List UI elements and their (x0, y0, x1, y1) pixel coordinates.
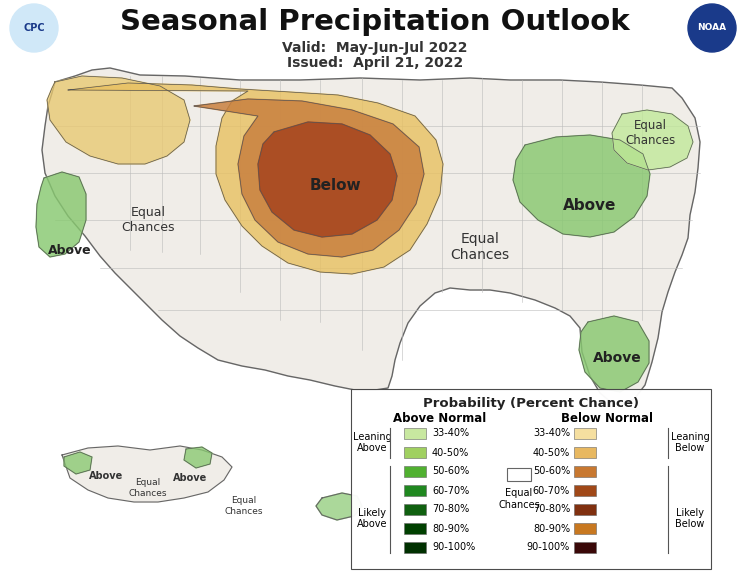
Text: 40-50%: 40-50% (432, 448, 470, 458)
Text: 60-70%: 60-70% (432, 485, 470, 495)
Polygon shape (64, 452, 92, 474)
Text: 70-80%: 70-80% (432, 505, 470, 514)
Text: Likely
Below: Likely Below (675, 508, 705, 530)
Text: 90-100%: 90-100% (526, 542, 570, 553)
Text: 60-70%: 60-70% (532, 485, 570, 495)
Text: Above: Above (592, 351, 641, 365)
Bar (404, 523, 426, 534)
Text: Above: Above (172, 473, 207, 483)
Polygon shape (258, 122, 397, 237)
Text: Above: Above (48, 244, 92, 256)
Text: NOAA: NOAA (698, 24, 727, 32)
Text: Above: Above (563, 198, 616, 212)
Text: 33-40%: 33-40% (432, 429, 470, 438)
Text: Equal
Chances: Equal Chances (498, 488, 540, 510)
Polygon shape (579, 316, 649, 392)
Polygon shape (47, 76, 190, 164)
Bar (574, 447, 596, 458)
Polygon shape (513, 135, 650, 237)
Text: 40-50%: 40-50% (532, 448, 570, 458)
Text: 80-90%: 80-90% (532, 524, 570, 534)
Text: Equal
Chances: Equal Chances (122, 206, 175, 234)
Circle shape (688, 4, 736, 52)
Circle shape (10, 4, 58, 52)
Text: Equal
Chances: Equal Chances (129, 478, 167, 498)
Text: Below Normal: Below Normal (561, 411, 653, 425)
Text: 50-60%: 50-60% (532, 466, 570, 477)
Polygon shape (316, 493, 362, 520)
Polygon shape (42, 68, 700, 406)
Bar (404, 504, 426, 515)
Text: Probability (Percent Chance): Probability (Percent Chance) (423, 397, 639, 411)
Text: Likely
Above: Likely Above (357, 508, 387, 530)
Bar (404, 428, 426, 439)
Text: Above: Above (88, 471, 123, 481)
Bar (574, 542, 596, 553)
Bar (574, 523, 596, 534)
Text: Equal
Chances: Equal Chances (625, 119, 675, 147)
Polygon shape (184, 447, 212, 468)
Text: Leaning
Above: Leaning Above (352, 432, 392, 454)
Text: CPC: CPC (23, 23, 45, 33)
Polygon shape (62, 446, 232, 502)
Text: 70-80%: 70-80% (532, 505, 570, 514)
Polygon shape (194, 99, 424, 257)
Bar (574, 485, 596, 496)
Bar (574, 466, 596, 477)
Text: Equal
Chances: Equal Chances (451, 232, 509, 262)
Text: Seasonal Precipitation Outlook: Seasonal Precipitation Outlook (120, 8, 630, 36)
Polygon shape (68, 83, 443, 274)
Bar (574, 428, 596, 439)
Text: 90-100%: 90-100% (432, 542, 476, 553)
Bar (404, 485, 426, 496)
Text: Equal
Chances: Equal Chances (225, 496, 263, 516)
Bar (404, 466, 426, 477)
Text: Leaning
Below: Leaning Below (670, 432, 710, 454)
Bar (404, 542, 426, 553)
Text: 33-40%: 33-40% (532, 429, 570, 438)
Polygon shape (612, 110, 693, 170)
Text: 80-90%: 80-90% (432, 524, 470, 534)
Text: Valid:  May-Jun-Jul 2022: Valid: May-Jun-Jul 2022 (282, 41, 468, 55)
Polygon shape (36, 172, 86, 257)
Bar (507, 468, 531, 481)
Text: Above Normal: Above Normal (393, 411, 487, 425)
FancyBboxPatch shape (351, 389, 711, 569)
Text: Below: Below (309, 177, 361, 193)
Text: Issued:  April 21, 2022: Issued: April 21, 2022 (286, 56, 463, 70)
Text: 50-60%: 50-60% (432, 466, 470, 477)
Bar (574, 504, 596, 515)
Bar (404, 447, 426, 458)
